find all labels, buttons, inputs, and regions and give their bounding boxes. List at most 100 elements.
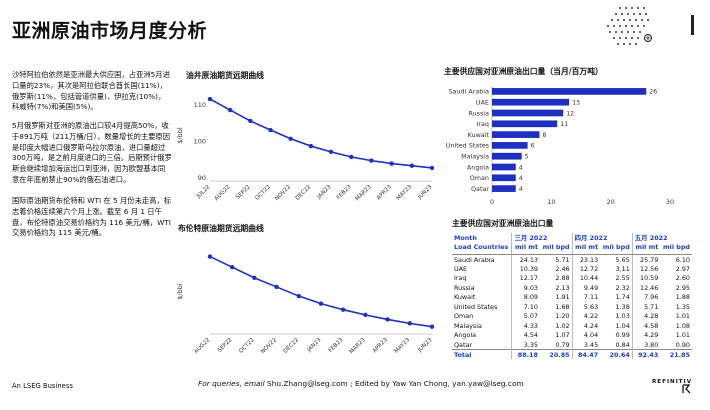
total-value-cell: 92.43 bbox=[631, 349, 661, 359]
x-tick-label: OCT22 bbox=[254, 184, 272, 202]
value-cell: 0.90 bbox=[675, 340, 690, 349]
data-point bbox=[252, 275, 257, 281]
footer-editor-email-link[interactable]: yan.yaw@lseg.com bbox=[452, 379, 524, 388]
data-label: 11 bbox=[560, 121, 568, 128]
table-row: UAE 10.39 2.46 12.72 3.11 12.56 2.97 bbox=[452, 264, 692, 274]
data-label: 12 bbox=[566, 110, 574, 117]
category-label: United States bbox=[446, 142, 490, 150]
value-cell: 2.46 bbox=[555, 264, 570, 273]
value-cell: 2.60 bbox=[675, 274, 690, 283]
country-column-header: Load Countries bbox=[452, 242, 512, 255]
x-tick-label: JUN23 bbox=[416, 337, 433, 354]
data-point bbox=[274, 284, 279, 290]
x-tick-label: 0 bbox=[490, 198, 494, 206]
data-point bbox=[409, 163, 415, 168]
table-month-header-row: Month 三月 2022 四月 2022 五月 2022 bbox=[452, 233, 692, 243]
value-cell: 12.56 bbox=[631, 264, 661, 274]
category-label: UAE bbox=[476, 99, 489, 107]
value-cell: 4.54 bbox=[511, 330, 540, 340]
y-tick-label: 100 bbox=[194, 137, 206, 145]
data-point bbox=[207, 96, 213, 102]
paragraph-oil-futures: 国际原油期货布伦特和 WTI 在 5 月份未走高，标志着价格连续第六个月上涨。截… bbox=[12, 196, 172, 238]
bar-chart-title: 主要供应国对亚洲原油出口量（当月/百万吨） bbox=[444, 67, 603, 76]
country-cell: Qatar bbox=[454, 340, 472, 349]
data-point bbox=[429, 165, 435, 171]
value-cell: 7.11 bbox=[571, 292, 601, 302]
table-row: Iraq 12.17 2.88 10.44 2.55 10.59 2.60 bbox=[452, 273, 692, 283]
table-unit-header-row: Load Countries mil mt mil bpd mil mt mil… bbox=[452, 242, 692, 255]
value-cell: 4.24 bbox=[571, 321, 601, 331]
value-cell: 4.29 bbox=[631, 330, 661, 340]
x-tick-label: APR23 bbox=[376, 184, 393, 201]
footer-contact: For queries, email Shu.Zhang@lseg.com ; … bbox=[198, 379, 524, 388]
country-cell: Russia bbox=[454, 283, 475, 292]
data-point bbox=[230, 265, 235, 270]
value-cell: 5.65 bbox=[615, 255, 630, 264]
data-point bbox=[429, 324, 435, 329]
data-point bbox=[369, 158, 374, 163]
data-point bbox=[268, 127, 273, 133]
value-cell: 10.59 bbox=[631, 273, 661, 283]
x-tick-label: FEB23 bbox=[336, 184, 353, 201]
data-label: 13 bbox=[572, 100, 580, 107]
total-label-cell: Total bbox=[452, 349, 512, 359]
total-value-cell: 20.85 bbox=[540, 349, 573, 359]
value-cell: 9.03 bbox=[511, 283, 540, 293]
value-cell: 5.07 bbox=[511, 311, 540, 321]
supplier-exports-bar-chart: Saudi Arabia 26 UAE 13 Russia 12 Iraq 11 Kuwait 8… bbox=[446, 86, 674, 206]
bar bbox=[492, 109, 564, 117]
bar bbox=[492, 131, 540, 138]
data-point bbox=[349, 154, 354, 160]
data-point bbox=[328, 149, 334, 155]
bar bbox=[492, 142, 528, 149]
unit-header: mil mt bbox=[511, 242, 540, 255]
x-tick-label: AUG22 bbox=[193, 337, 211, 355]
country-cell: Angola bbox=[454, 331, 477, 340]
x-tick-label: JUL22 bbox=[195, 184, 211, 200]
category-label: Malaysia bbox=[461, 153, 489, 161]
value-cell: 3.80 bbox=[631, 340, 661, 350]
table-row: Qatar 3.35 0.79 3.45 0.84 3.80 0.90 bbox=[452, 340, 692, 350]
value-cell: 0.79 bbox=[555, 340, 570, 349]
value-cell: 2.32 bbox=[615, 283, 630, 292]
total-value-cell: 20.64 bbox=[600, 349, 633, 359]
data-point bbox=[407, 321, 412, 326]
series-line bbox=[209, 98, 433, 169]
wti-forward-curve-chart: 90 100 110 $/bbl JUL22 AUG22 SEP22 OCT22 NOV22 DE… bbox=[176, 96, 435, 202]
data-label: 6 bbox=[531, 143, 535, 150]
category-label: Saudi Arabia bbox=[448, 88, 489, 96]
value-cell: 1.74 bbox=[615, 293, 630, 302]
data-point bbox=[318, 301, 324, 306]
table-title: 主要供应国对亚洲原油出口量 bbox=[452, 219, 554, 228]
unit-header: mil bpd bbox=[540, 242, 573, 255]
supplier-exports-table: Month 三月 2022 四月 2022 五月 2022 Load Count… bbox=[452, 233, 692, 359]
value-cell: 1.68 bbox=[555, 302, 570, 311]
value-cell: 1.35 bbox=[675, 302, 690, 311]
x-tick-label: SEP22 bbox=[217, 337, 234, 354]
value-cell: 23.13 bbox=[571, 254, 601, 264]
bar bbox=[492, 174, 516, 182]
table-row: Russia 9.03 2.13 9.49 2.32 12.46 2.95 bbox=[452, 283, 692, 293]
unit-header: mil bpd bbox=[660, 242, 692, 255]
value-cell: 4.58 bbox=[631, 321, 661, 331]
paragraph-supply-share: 沙特阿拉伯依然是亚洲最大供应国，占亚洲5月进口量的23%，其次是阿拉伯联合酋长国… bbox=[12, 70, 170, 112]
category-label: Oman bbox=[470, 174, 489, 182]
x-tick-label: DEC22 bbox=[283, 337, 301, 355]
value-cell: 5.71 bbox=[555, 255, 570, 264]
header-accent-bar bbox=[691, 15, 694, 35]
refinitiv-logo-icon bbox=[682, 384, 691, 394]
month-header: 四月 2022 bbox=[571, 233, 633, 243]
x-tick-label: NOV22 bbox=[274, 184, 292, 202]
bar bbox=[492, 88, 647, 95]
value-cell: 4.33 bbox=[511, 321, 540, 331]
total-value-cell: 84.47 bbox=[571, 349, 601, 359]
value-cell: 10.39 bbox=[511, 264, 540, 274]
x-tick-label: MAR23 bbox=[355, 184, 373, 202]
month-header: 五月 2022 bbox=[631, 233, 692, 243]
x-tick-label: 10 bbox=[547, 198, 555, 206]
country-cell: Malaysia bbox=[454, 321, 482, 330]
value-cell: 2.13 bbox=[555, 283, 570, 292]
footer-email-link[interactable]: Shu.Zhang@lseg.com bbox=[267, 379, 348, 388]
value-cell: 10.44 bbox=[571, 273, 601, 283]
month-header: 三月 2022 bbox=[511, 233, 573, 243]
